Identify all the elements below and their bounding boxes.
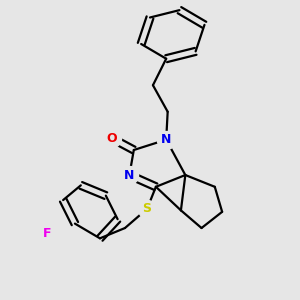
Text: O: O bbox=[106, 132, 117, 145]
Text: F: F bbox=[43, 227, 51, 240]
Text: N: N bbox=[124, 169, 135, 182]
Text: S: S bbox=[142, 202, 152, 215]
Text: N: N bbox=[161, 133, 171, 146]
